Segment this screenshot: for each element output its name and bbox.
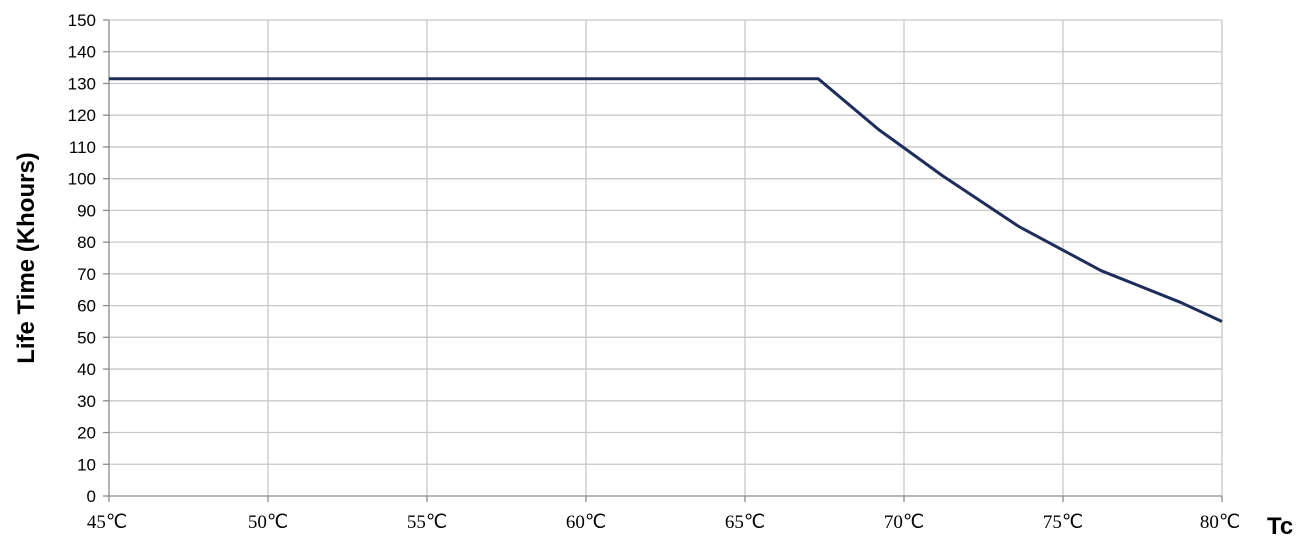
y-tick-labels: 0 10 20 30 40 50 60 70 80 90 100 110 120 130 140 150 [68,11,96,506]
y-tick-label: 150 [68,11,96,30]
y-tick-label: 80 [77,233,96,252]
y-tick-label: 140 [68,43,96,62]
y-tick-label: 130 [68,74,96,93]
axes [103,19,1223,502]
y-tick-label: 0 [87,487,96,506]
x-tick-label: 75℃ [1043,512,1083,533]
x-tick-label: 80℃ [1200,512,1240,533]
y-tick-label: 10 [77,455,96,474]
x-tick-label: 65℃ [725,512,765,533]
y-tick-label: 30 [77,392,96,411]
y-axis-label: Life Time (Khours) [13,152,40,364]
y-tick-label: 20 [77,424,96,443]
series-lines [109,77,1223,323]
x-tick-label: 70℃ [884,512,924,533]
x-tick-labels: 45℃ 50℃ 55℃ 60℃ 65℃ 70℃ 75℃ 80℃ [87,512,1240,533]
y-tick-label: 50 [77,328,96,347]
x-tick-label: 50℃ [248,512,288,533]
y-tick-label: 100 [68,170,96,189]
x-axis-label: Tc [1267,513,1293,538]
x-tick-label: 60℃ [566,512,606,533]
grid-lines [109,19,1223,496]
y-tick-label: 110 [69,138,96,157]
y-tick-label: 60 [77,297,96,316]
series-line-0 [109,77,1223,323]
y-tick-label: 40 [77,360,96,379]
y-tick-label: 70 [77,265,96,284]
x-tick-label: 55℃ [407,512,447,533]
x-tick-label: 45℃ [87,512,127,533]
y-tick-label: 90 [77,201,96,220]
y-tick-label: 120 [68,106,96,125]
